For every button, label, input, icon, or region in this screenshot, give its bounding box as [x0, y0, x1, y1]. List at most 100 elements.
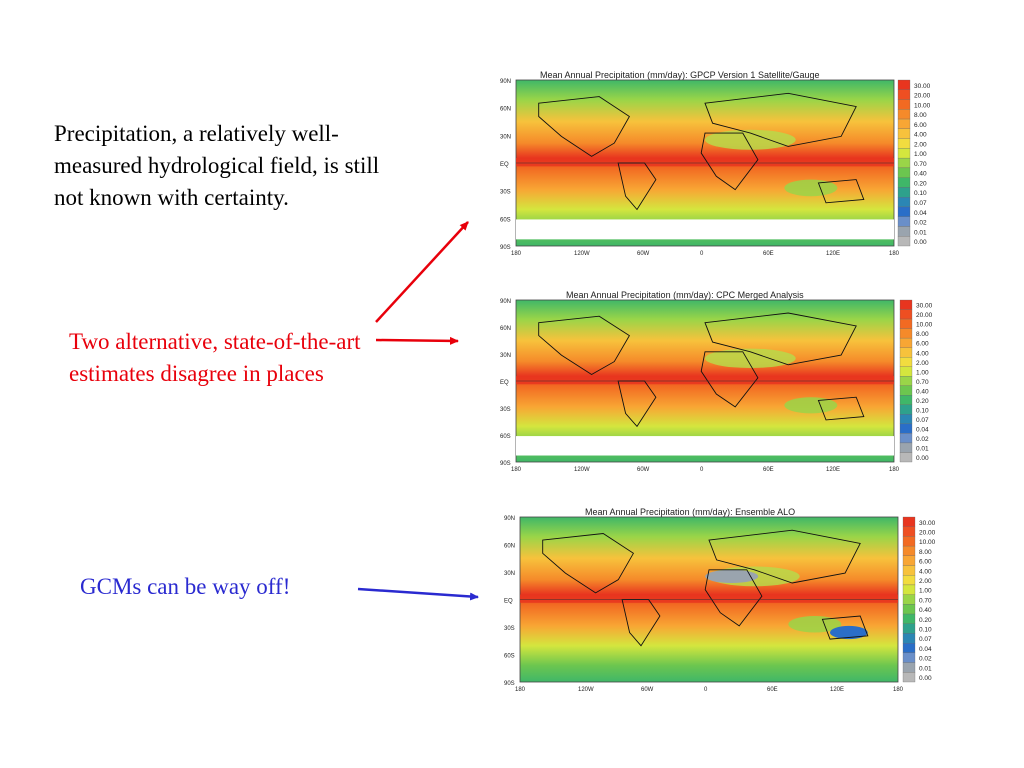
colorbar-label: 0.01: [919, 665, 932, 672]
continent-outline: [542, 533, 635, 594]
lat-tick-label: 60S: [500, 217, 511, 223]
colorbar-swatch: [902, 584, 916, 595]
lon-tick-label: 120W: [578, 687, 594, 693]
lat-tick-label: 30N: [500, 353, 511, 359]
colorbar-swatch: [897, 206, 911, 217]
colorbar-label: 10.00: [919, 539, 936, 546]
lon-tick-label: 60W: [637, 251, 650, 257]
lat-tick-label: EQ: [500, 380, 509, 386]
colorbar-swatch: [897, 187, 911, 198]
colorbar-label: 4.00: [914, 132, 927, 139]
colorbar-label: 20.00: [919, 529, 936, 536]
colorbar-swatch: [897, 148, 911, 159]
lat-tick-label: 90S: [504, 681, 515, 687]
colorbar-label: 6.00: [916, 341, 929, 348]
continent-outline: [821, 615, 869, 640]
continent-outline: [708, 529, 861, 584]
colorbar-label: 2.00: [914, 141, 927, 148]
colorbar-label: 30.00: [916, 303, 933, 310]
lat-tick-label: 90N: [504, 516, 515, 522]
colorbar-swatch: [897, 157, 911, 169]
lon-tick-label: 60E: [767, 687, 778, 693]
dry-zone: [705, 348, 796, 369]
colorbar-label: 6.00: [914, 122, 927, 129]
colorbar-label: 2.00: [916, 360, 929, 367]
missing-data-region: [516, 219, 894, 240]
colorbar-swatch: [897, 79, 911, 90]
colorbar-label: 0.00: [919, 675, 932, 682]
gcms-text: GCMs can be way off!: [80, 574, 291, 599]
colorbar-swatch: [899, 442, 913, 453]
colorbar-swatch: [899, 404, 913, 415]
lat-tick-label: EQ: [500, 162, 509, 168]
dry-zone: [788, 616, 842, 633]
map-title: Mean Annual Precipitation (mm/day): GPCP…: [540, 70, 819, 80]
colorbar-label: 0.40: [919, 607, 932, 614]
colorbar-label: 0.70: [919, 597, 932, 604]
colorbar-swatch: [902, 662, 916, 673]
colorbar-swatch: [902, 652, 916, 663]
lat-tick-label: 30N: [500, 134, 511, 140]
colorbar-label: 0.70: [916, 379, 929, 386]
blue-arrow: [357, 587, 479, 601]
colorbar-label: 0.04: [914, 210, 927, 217]
lon-tick-label: 60E: [763, 251, 774, 257]
colorbar-label: 4.00: [919, 568, 932, 575]
continent-outline: [817, 179, 865, 204]
dry-zone: [784, 179, 838, 197]
colorbar-label: 0.04: [919, 646, 932, 653]
continent-outline: [817, 396, 865, 421]
colorbar-swatch: [902, 613, 916, 624]
colorbar-label: 0.20: [916, 398, 929, 405]
colorbar-label: 0.40: [916, 388, 929, 395]
precip-map-2: Mean Annual Precipitation (mm/day): CPC …: [500, 290, 933, 473]
lat-tick-label: 30S: [504, 626, 515, 632]
lat-tick-label: 30S: [500, 190, 511, 196]
colorbar-label: 0.04: [916, 427, 929, 434]
lon-tick-label: 180: [515, 687, 526, 693]
colorbar-swatch: [897, 226, 911, 237]
colorbar-label: 0.20: [914, 180, 927, 187]
red-arrow-up: [375, 221, 469, 323]
colorbar-swatch: [897, 128, 911, 139]
continent-outline: [704, 569, 763, 627]
continent-outline: [700, 351, 759, 408]
colorbar-label: 0.70: [914, 161, 927, 168]
colorbar-label: 0.40: [914, 171, 927, 178]
lon-tick-label: 120W: [574, 251, 590, 257]
colorbar-swatch: [902, 545, 916, 556]
lon-tick-label: 60W: [641, 687, 654, 693]
lon-tick-label: 180: [889, 467, 900, 473]
lon-tick-label: 120E: [826, 467, 840, 473]
continent-outline: [704, 312, 857, 366]
colorbar-swatch: [899, 376, 913, 386]
colorbar-swatch: [899, 357, 913, 367]
lon-tick-label: 0: [700, 467, 704, 473]
colorbar-swatch: [899, 337, 913, 348]
colorbar-swatch: [897, 177, 911, 188]
colorbar-label: 10.00: [916, 322, 933, 329]
lon-tick-label: 120E: [826, 251, 840, 257]
colorbar-label: 0.01: [916, 446, 929, 453]
lon-tick-label: 120W: [574, 467, 590, 473]
lat-tick-label: 60S: [500, 434, 511, 440]
lon-tick-label: 60W: [637, 467, 650, 473]
lon-tick-label: 180: [511, 251, 522, 257]
equatorial-band: [520, 594, 898, 603]
colorbar-swatch: [899, 347, 913, 358]
equatorial-band: [516, 158, 894, 167]
lat-tick-label: 60N: [500, 107, 511, 113]
colorbar-label: 8.00: [916, 331, 929, 338]
continent-outline: [704, 92, 857, 147]
sahara-zero-zone: [705, 569, 759, 584]
lat-tick-label: 60S: [504, 654, 515, 660]
colorbar-label: 0.00: [916, 455, 929, 462]
alternatives-text: Two alternative, state-of-the-art estima…: [69, 329, 361, 386]
colorbar-swatch: [897, 89, 911, 100]
colorbar-swatch: [897, 99, 911, 110]
missing-data-region: [516, 436, 894, 456]
lon-tick-label: 180: [893, 687, 904, 693]
colorbar-label: 20.00: [916, 312, 933, 319]
lat-tick-label: 30S: [500, 407, 511, 413]
precip-map-1: Mean Annual Precipitation (mm/day): GPCP…: [500, 70, 931, 257]
